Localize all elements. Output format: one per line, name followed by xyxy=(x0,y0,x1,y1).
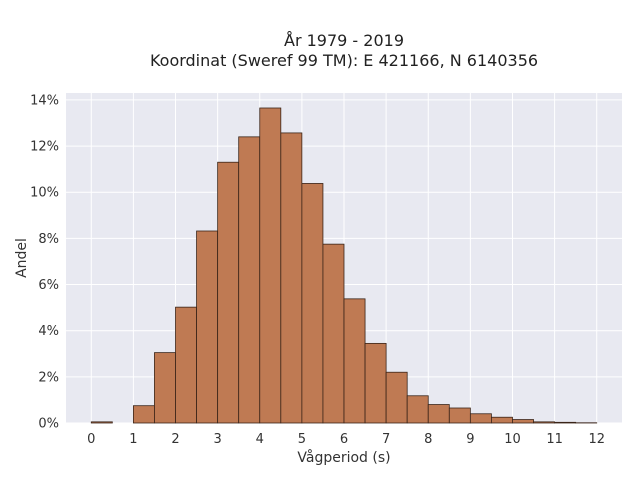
y-tick-label: 0% xyxy=(38,417,59,432)
histogram-bars xyxy=(90,107,598,424)
y-tick-label: 8% xyxy=(38,232,59,247)
histogram-bar xyxy=(132,405,155,424)
histogram-bar xyxy=(175,306,197,424)
chart-title-line-1: År 1979 - 2019 xyxy=(284,31,404,50)
histogram-bar xyxy=(301,183,324,424)
x-tick-label: 8 xyxy=(424,432,432,447)
histogram-bar xyxy=(406,395,429,424)
x-tick-label: 3 xyxy=(213,432,221,447)
histogram-bar xyxy=(217,161,240,424)
y-tick-label: 4% xyxy=(38,324,59,339)
histogram-bar xyxy=(512,419,534,424)
y-tick-label: 14% xyxy=(30,93,59,108)
histogram-bar xyxy=(343,298,366,424)
x-tick-label: 2 xyxy=(171,432,179,447)
x-axis-title: Vågperiod (s) xyxy=(297,449,390,466)
chart-title-line-2: Koordinat (Sweref 99 TM): E 421166, N 61… xyxy=(150,51,538,70)
x-tick-label: 7 xyxy=(382,432,390,447)
y-axis-title: Andel xyxy=(14,238,30,278)
y-tick-label: 12% xyxy=(30,140,59,155)
histogram-bar xyxy=(554,421,577,424)
x-tick-label: 4 xyxy=(256,432,264,447)
histogram-bar xyxy=(280,132,303,424)
histogram-bar xyxy=(364,342,387,424)
histogram-bar xyxy=(259,107,282,424)
x-tick-label: 6 xyxy=(340,432,348,447)
y-tick-labels: 0% 2% 4% 6% 8% 10% 12% 14% xyxy=(30,93,59,431)
x-tick-label: 12 xyxy=(588,432,605,447)
histogram-bar xyxy=(533,421,556,424)
histogram-bar xyxy=(322,243,345,424)
y-tick-label: 2% xyxy=(38,370,59,385)
histogram-bar xyxy=(90,421,113,424)
y-tick-label: 10% xyxy=(30,186,59,201)
x-tick-label: 5 xyxy=(298,432,306,447)
histogram-bar xyxy=(238,136,261,424)
x-tick-label: 0 xyxy=(87,432,95,447)
histogram-bar xyxy=(491,416,513,424)
x-tick-label: 1 xyxy=(129,432,137,447)
histogram-bar xyxy=(427,404,450,424)
histogram-bar xyxy=(154,352,176,424)
x-tick-labels: 0 1 2 3 4 5 6 7 8 9 10 11 12 xyxy=(87,432,605,447)
x-tick-label: 9 xyxy=(466,432,474,447)
x-tick-label: 11 xyxy=(546,432,563,447)
x-gridlines xyxy=(90,93,598,423)
histogram-bar xyxy=(469,413,492,424)
histogram-bar xyxy=(196,230,219,424)
y-tick-label: 6% xyxy=(38,278,59,293)
histogram-bar xyxy=(448,407,471,424)
x-tick-label: 10 xyxy=(504,432,521,447)
histogram-bar xyxy=(385,371,408,424)
